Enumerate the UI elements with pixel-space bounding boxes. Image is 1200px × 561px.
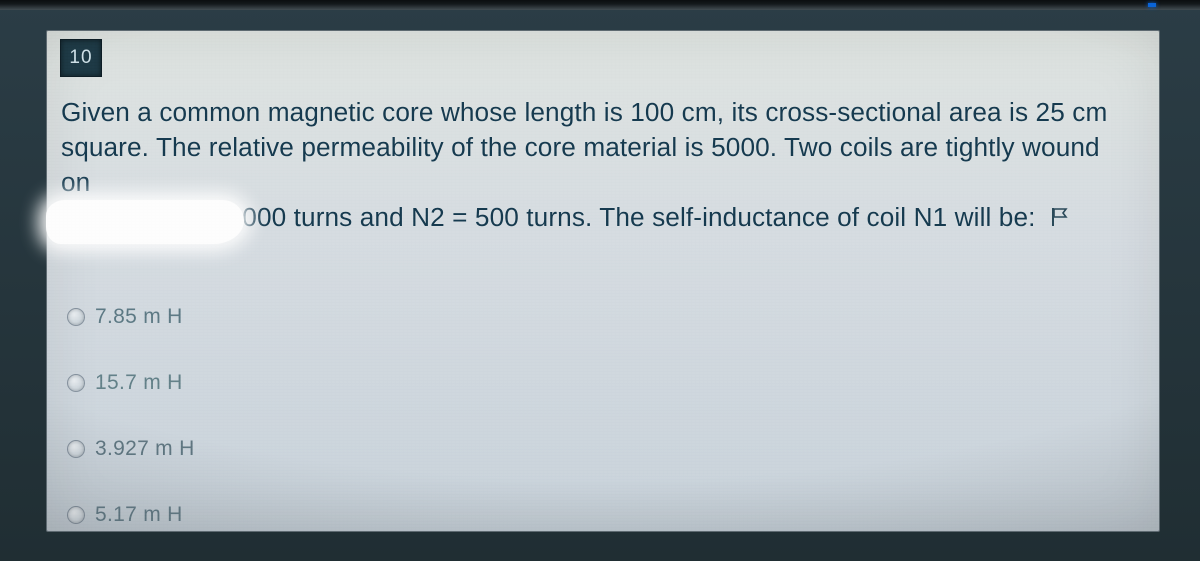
question-card: 10 Given a common magnetic core whose le… [46,30,1160,532]
redaction-blob [47,201,243,243]
question-number: 10 [69,47,92,69]
question-line-2: square. The relative permeability of the… [61,132,1100,197]
option-2[interactable]: 15.7 m H [67,363,1139,403]
answer-options: 7.85 m H 15.7 m H 3.927 m H 5.17 m H [67,297,1139,561]
indicator-led [1148,3,1156,7]
radio-icon[interactable] [67,308,85,326]
option-1[interactable]: 7.85 m H [67,297,1139,337]
flag-icon[interactable] [1049,202,1071,237]
question-line-1: Given a common magnetic core whose lengt… [61,97,1107,127]
question-number-badge: 10 [61,40,101,76]
option-4[interactable]: 5.17 m H [67,495,1139,535]
option-label: 3.927 m H [95,437,195,461]
option-label: 7.85 m H [95,305,183,329]
option-3[interactable]: 3.927 m H [67,429,1139,469]
radio-icon[interactable] [67,374,85,392]
option-label: 15.7 m H [95,371,183,395]
radio-icon[interactable] [67,506,85,524]
radio-icon[interactable] [67,440,85,458]
screen-bezel [0,0,1200,10]
option-label: 5.17 m H [95,503,183,527]
